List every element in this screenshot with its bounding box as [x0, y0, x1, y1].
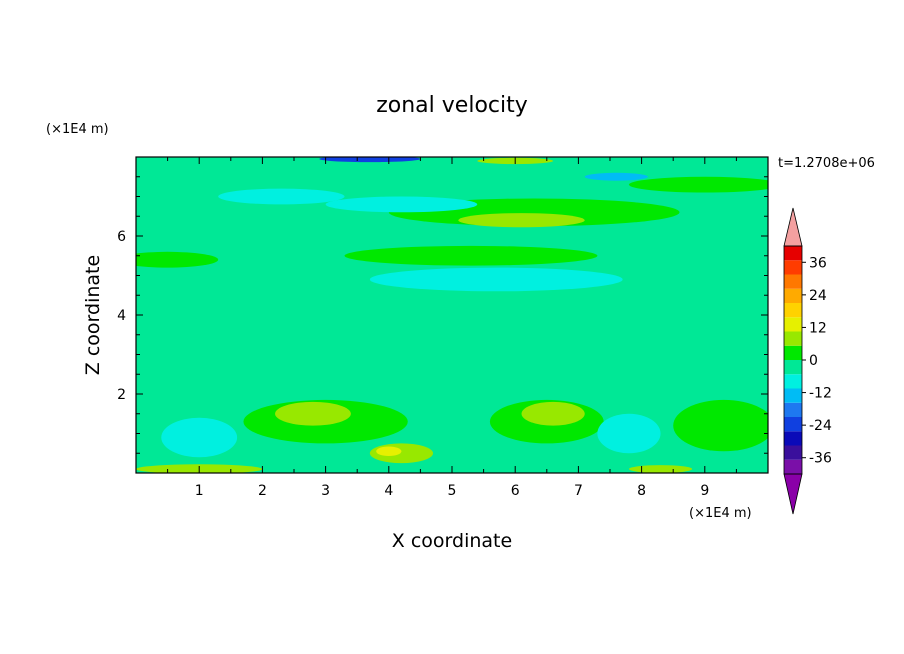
colorbar-label: 0: [809, 353, 818, 369]
colorbar-swatch: [784, 260, 802, 275]
colorbar: 36 24 12 0 -12 -24 -36: [783, 207, 832, 515]
colorbar-label: -24: [809, 418, 832, 434]
x-axis: 1 2 3 4 5 6 7 8 9: [167, 157, 737, 499]
colorbar-swatch: [784, 274, 802, 289]
colorbar-swatch: [784, 417, 802, 432]
contour-region: [275, 401, 351, 426]
y-tick-label: 2: [117, 387, 126, 403]
y-tick-label: 4: [117, 308, 126, 324]
time-label: t=1.2708e+06: [778, 156, 875, 171]
chart-title: zonal velocity: [376, 93, 528, 118]
contour-region: [458, 213, 585, 228]
contour-region: [325, 196, 478, 213]
x-tick-label: 6: [511, 483, 520, 499]
colorbar-swatch: [784, 374, 802, 389]
x-tick-label: 3: [321, 483, 330, 499]
x-tick-label: 9: [700, 483, 709, 499]
contour-region: [136, 251, 219, 268]
contour-region: [628, 368, 756, 381]
contour-region: [218, 188, 345, 205]
contour-region: [167, 336, 358, 349]
contour-region: [344, 245, 598, 266]
contour-region: [584, 172, 648, 181]
colorbar-swatch: [784, 246, 802, 261]
x-tick-label: 8: [637, 483, 646, 499]
y-tick-label: 6: [117, 229, 126, 245]
x-tick-label: 4: [384, 483, 393, 499]
contour-region: [369, 267, 623, 292]
contour-region: [243, 289, 434, 302]
contour-field: [136, 157, 768, 473]
x-tick-label: 5: [448, 483, 457, 499]
colorbar-swatch: [784, 317, 802, 332]
contour-region: [521, 401, 585, 426]
x-tick-label: 1: [195, 483, 204, 499]
contour-region: [199, 220, 326, 236]
colorbar-swatch: [784, 402, 802, 417]
x-tick-label: 7: [574, 483, 583, 499]
colorbar-under-arrow: [783, 473, 803, 515]
contour-region: [161, 417, 238, 458]
contour-region: [338, 230, 440, 242]
colorbar-label: 24: [809, 288, 827, 304]
colorbar-swatch: [784, 288, 802, 303]
colorbar-swatch: [784, 445, 802, 460]
contour-region: [673, 399, 768, 452]
colorbar-swatch: [784, 331, 802, 346]
colorbar-swatch: [784, 360, 802, 375]
y-unit-label: (×1E4 m): [46, 122, 109, 137]
y-axis: 2 4 6: [117, 176, 768, 454]
colorbar-swatch: [784, 345, 802, 360]
colorbar-label: -12: [809, 386, 832, 402]
x-tick-label: 2: [258, 483, 267, 499]
colorbar-over-arrow: [783, 207, 803, 247]
x-unit-label: (×1E4 m): [689, 506, 752, 521]
contour-region: [628, 465, 693, 473]
colorbar-swatch: [784, 459, 802, 474]
colorbar-label: 12: [809, 320, 827, 336]
contour-region: [319, 157, 421, 163]
colorbar-swatch: [784, 388, 802, 403]
contour-region: [376, 446, 402, 457]
x-axis-label: X coordinate: [392, 530, 512, 552]
contour-region: [628, 176, 768, 193]
colorbar-swatch: [784, 303, 802, 318]
colorbar-label: -36: [809, 451, 832, 467]
colorbar-label: 36: [809, 255, 827, 271]
contour-region: [515, 316, 705, 329]
colorbar-swatch: [784, 431, 802, 446]
y-axis-label: Z coordinate: [82, 255, 104, 375]
contour-region: [597, 413, 661, 454]
